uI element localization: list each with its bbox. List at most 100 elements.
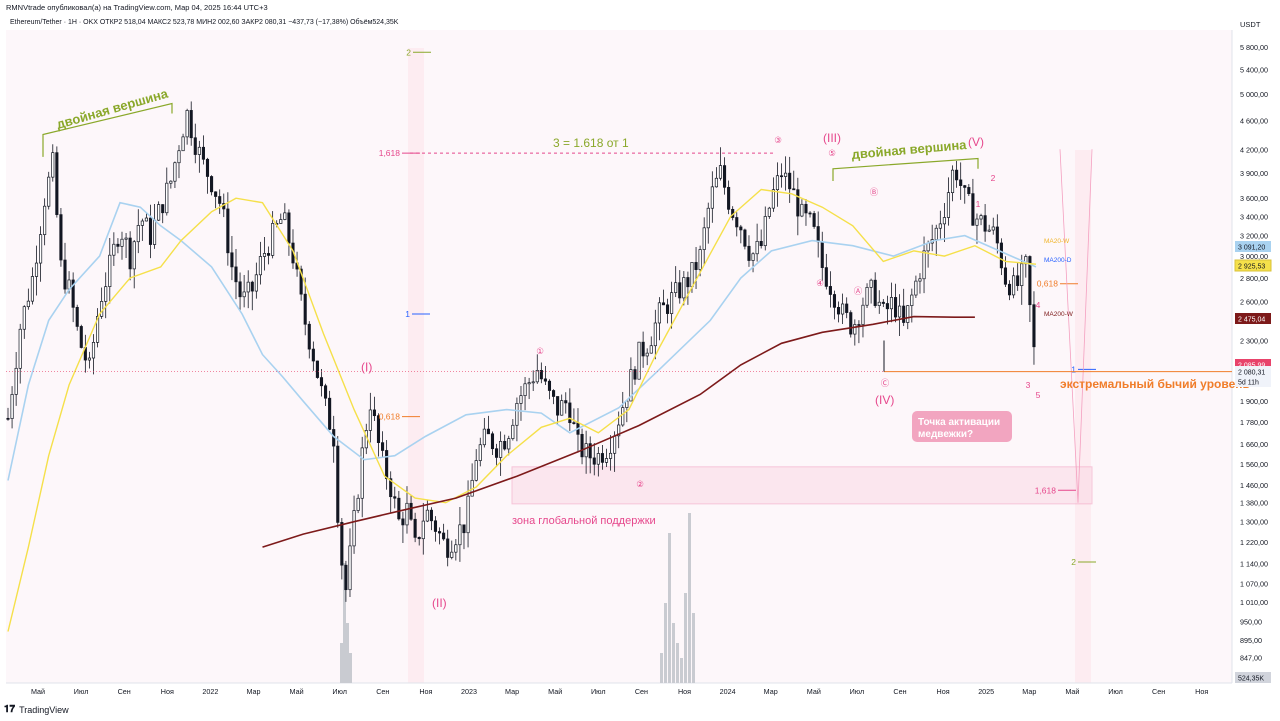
price-tag[interactable]	[1235, 241, 1271, 252]
volume-bar	[692, 613, 695, 683]
y-tick-label: 5 400,00	[1240, 65, 1268, 74]
wave-label: ③	[774, 135, 782, 145]
x-tick-label: 2022	[202, 687, 218, 696]
fib-level-label: 1,618	[1035, 485, 1057, 495]
candle-body	[26, 300, 30, 308]
candle-body	[116, 243, 120, 247]
candle-body	[311, 348, 315, 362]
candle-body	[519, 395, 523, 404]
candle-body	[91, 342, 96, 359]
tradingview-logo-icon: 𝟏𝟕	[4, 704, 16, 715]
y-tick-label: 1 900,00	[1240, 397, 1268, 406]
candle-body	[816, 226, 820, 243]
price-tag[interactable]	[1235, 313, 1271, 324]
wave-label: 3	[1026, 380, 1031, 390]
candle-body	[800, 203, 804, 217]
ma-line-ma200-d[interactable]	[7, 201, 1037, 481]
price-tag[interactable]	[1235, 672, 1271, 683]
candle-body	[14, 367, 18, 395]
candle-body	[30, 276, 34, 302]
candle-body	[421, 520, 425, 540]
candle-body	[613, 435, 617, 454]
price-tag[interactable]	[1235, 366, 1271, 377]
candle-body	[934, 227, 938, 240]
candle-body	[735, 217, 739, 228]
wave-label: 1	[976, 199, 981, 209]
candle-body	[39, 234, 43, 264]
candle-body	[482, 428, 486, 446]
price-tag[interactable]	[1235, 359, 1271, 370]
candle-body	[820, 241, 824, 268]
candle-body	[144, 217, 148, 222]
candle-body	[104, 286, 108, 302]
volume-bar	[688, 513, 691, 683]
y-tick-label: 5 800,00	[1240, 43, 1268, 52]
currency-label[interactable]: USDT	[1240, 20, 1261, 29]
bear-activation-callout: медвежки?	[918, 429, 973, 440]
y-tick-label: 3 900,00	[1240, 169, 1268, 178]
candle-body	[755, 240, 759, 255]
ma-line-ma200-w[interactable]	[262, 315, 975, 548]
candle-body	[433, 520, 438, 532]
fib-level-label: 0,618	[1037, 279, 1059, 289]
y-tick-label: 1 300,00	[1240, 518, 1268, 527]
x-tick-label: Июл	[74, 687, 89, 696]
candle-body	[674, 282, 678, 294]
candle-body	[389, 478, 393, 498]
candle-body	[938, 223, 942, 229]
candle-body	[926, 242, 930, 252]
ma-line-ma20-w[interactable]	[7, 188, 1037, 632]
candle-body	[356, 497, 360, 511]
wave-label: 5	[1036, 390, 1041, 400]
candle-body	[841, 303, 845, 315]
candle-body	[181, 136, 185, 152]
candle-body	[812, 213, 816, 227]
candle-body	[47, 176, 51, 207]
y-tick-label: 2 300,00	[1240, 336, 1268, 345]
candle-body	[560, 400, 564, 416]
global-support-zone	[511, 466, 1093, 505]
y-tick-label: 3 400,00	[1240, 212, 1268, 221]
x-tick-label: Ноя	[937, 687, 950, 696]
ma-label: MA200-W	[1044, 311, 1074, 318]
candle-body	[706, 207, 710, 229]
x-tick-label: Сен	[376, 687, 389, 696]
volume-bar	[664, 603, 667, 683]
candle-body	[588, 443, 592, 459]
wave-label: Ⓑ	[870, 187, 879, 197]
wave-label: Ⓐ	[854, 286, 863, 296]
candle-body	[10, 394, 14, 419]
candle-body	[303, 293, 307, 325]
candle-body	[727, 186, 731, 210]
candle-body	[218, 196, 222, 204]
wave-label: ⑤	[828, 148, 836, 158]
y-tick-label: 5 000,00	[1240, 90, 1268, 99]
volume-bar	[660, 653, 663, 683]
candle-body	[963, 185, 967, 188]
bear-activation-callout: Точка активации	[918, 417, 1000, 428]
candle-body	[645, 352, 649, 357]
candle-body	[511, 424, 515, 439]
candle-body	[165, 182, 169, 214]
projection-lines	[1059, 149, 1093, 503]
candle-body	[324, 385, 328, 399]
price-tag[interactable]	[1234, 259, 1272, 272]
price-axis-panel[interactable]	[1232, 30, 1280, 683]
candle-body	[869, 279, 873, 288]
candle-body	[425, 509, 429, 522]
candle-body	[226, 208, 230, 254]
candle-body	[759, 240, 763, 247]
candle-body	[564, 400, 568, 404]
candle-body	[995, 226, 999, 244]
candle-body	[381, 442, 385, 451]
candle-body	[796, 189, 800, 217]
candle-body	[637, 341, 641, 380]
volume-bar	[343, 563, 346, 683]
x-tick-label: Сен	[1152, 687, 1165, 696]
x-tick-label: Мар	[246, 687, 260, 696]
x-tick-label: Июл	[591, 687, 606, 696]
candle-body	[788, 172, 792, 190]
candle-body	[670, 292, 674, 314]
price-tag[interactable]	[1235, 376, 1271, 387]
